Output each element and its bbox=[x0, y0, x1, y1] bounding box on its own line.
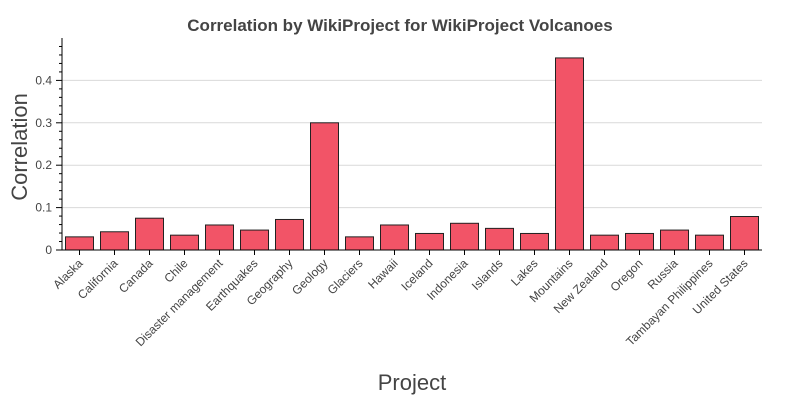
bars bbox=[65, 57, 759, 251]
bar bbox=[135, 217, 164, 251]
y-tick-label: 0 bbox=[45, 243, 52, 257]
bar bbox=[310, 122, 339, 251]
bar bbox=[380, 224, 409, 251]
y-tick-label: 0.4 bbox=[35, 73, 52, 87]
y-axis-title: Correlation bbox=[7, 93, 32, 201]
x-tick-label: Oregon bbox=[607, 256, 645, 294]
bar bbox=[240, 229, 269, 251]
bar bbox=[65, 236, 94, 251]
axes bbox=[61, 38, 762, 251]
x-tick-label: Chile bbox=[161, 256, 190, 285]
y-tick-label: 0.1 bbox=[35, 201, 52, 215]
bar bbox=[205, 224, 234, 251]
bar bbox=[520, 232, 549, 251]
y-tick-label: 0.3 bbox=[35, 116, 52, 130]
bar bbox=[100, 231, 129, 251]
x-tick-label: Canada bbox=[116, 256, 156, 296]
bar bbox=[415, 232, 444, 251]
bar bbox=[275, 218, 304, 251]
y-tick-label: 0.2 bbox=[35, 158, 52, 172]
x-tick-label: Glaciers bbox=[325, 256, 366, 297]
bar bbox=[625, 232, 654, 251]
bar bbox=[485, 227, 514, 251]
bar bbox=[170, 234, 199, 251]
gridlines bbox=[62, 79, 762, 209]
bar bbox=[695, 234, 724, 251]
bar bbox=[730, 216, 759, 251]
bar bbox=[660, 229, 689, 251]
bar bbox=[555, 57, 584, 251]
bar bbox=[590, 234, 619, 251]
x-tick-label: Geology bbox=[289, 256, 331, 298]
bar bbox=[345, 236, 374, 251]
bar bbox=[450, 222, 479, 251]
y-ticks: 0 0.1 0.2 0.3 0.4 bbox=[35, 45, 62, 257]
x-tick-label: Lakes bbox=[508, 256, 541, 289]
x-tick-label: Islands bbox=[469, 256, 506, 293]
chart-title: Correlation by WikiProject for WikiProje… bbox=[187, 16, 612, 35]
x-tick-label: Hawaii bbox=[365, 256, 400, 291]
x-axis-title: Project bbox=[378, 370, 446, 395]
